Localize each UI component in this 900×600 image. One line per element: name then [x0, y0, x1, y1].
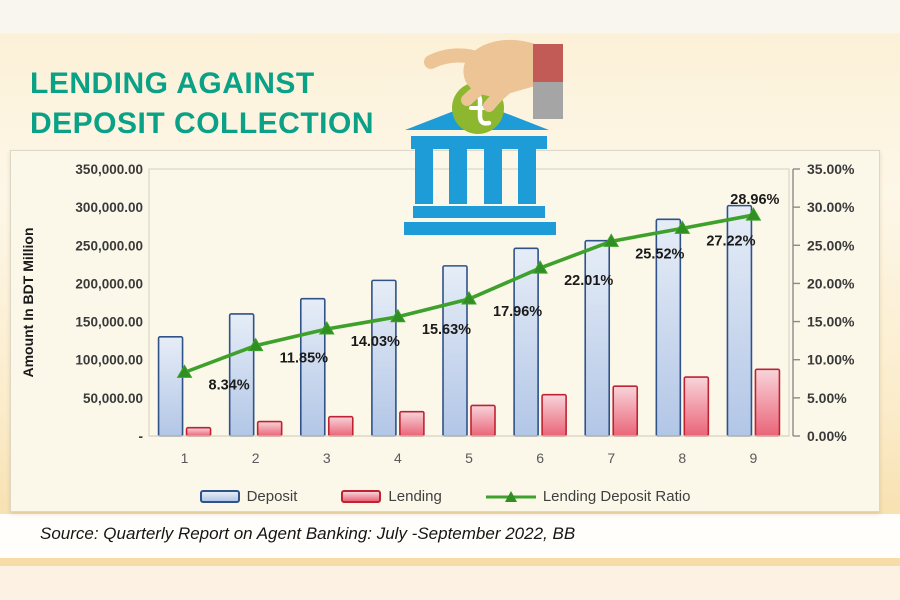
ratio-marker-icon [247, 337, 264, 352]
deposit-bar [584, 239, 611, 437]
x-axis-category-label: 9 [750, 450, 758, 466]
lending-swatch-icon [341, 490, 382, 503]
combo-chart: 350,000.00300,000.00250,000.00200,000.00… [20, 161, 855, 466]
left-axis-tick-label: 200,000.00 [75, 276, 143, 291]
legend-label-lending: Lending [388, 488, 442, 505]
x-axis-category-label: 4 [394, 450, 402, 466]
right-axis-tick-label: 20.00% [807, 275, 855, 291]
x-axis-category-label: 2 [252, 450, 260, 466]
left-axis-tick-label: 300,000.00 [75, 200, 143, 215]
ratio-marker-icon [390, 308, 406, 323]
left-axis-tick-label: 350,000.00 [75, 162, 143, 177]
deposit-bar [371, 279, 397, 437]
left-axis-tick-label: - [139, 429, 144, 444]
ratio-data-label: 8.34% [209, 377, 250, 393]
ratio-data-label: 27.22% [706, 233, 755, 249]
source-strip [0, 514, 900, 558]
ratio-marker-icon [745, 207, 762, 221]
lending-bar-series [185, 368, 781, 437]
right-axis-tick-label: 30.00% [807, 199, 855, 215]
ratio-line-swatch-icon [485, 490, 536, 502]
page-title-line2: DEPOSIT COLLECTION [30, 106, 375, 140]
ratio-data-label: 17.96% [493, 304, 542, 320]
legend-item-lending: Lending [341, 488, 442, 505]
x-axis-category-label: 7 [607, 450, 615, 466]
deposit-bar [157, 336, 184, 437]
deposit-bar [442, 265, 468, 437]
top-margin-band [0, 0, 900, 33]
left-axis-tick-label: 50,000.00 [83, 391, 143, 406]
lending-bar [399, 410, 425, 437]
right-axis-tick-label: 10.00% [807, 352, 855, 368]
left-axis-tick-label: 100,000.00 [75, 353, 143, 368]
legend-label-deposit: Deposit [246, 488, 298, 505]
hand-icon [424, 39, 535, 112]
ratio-data-label: 11.85% [280, 351, 328, 367]
deposit-bar-series [157, 204, 753, 437]
lending-bar [612, 385, 639, 437]
deposit-swatch-icon [199, 490, 240, 503]
bottom-margin-band [0, 566, 900, 600]
right-axis-tick-label: 0.00% [807, 428, 847, 444]
ratio-data-label: 28.96% [730, 192, 779, 208]
right-axis-tick-label: 5.00% [807, 390, 847, 406]
deposit-bar [228, 313, 255, 437]
chart-legend: Deposit Lending Lending Deposit Ratio [11, 488, 879, 505]
left-axis-tick-label: 250,000.00 [75, 238, 143, 253]
legend-item-deposit: Deposit [199, 488, 298, 505]
page-title: LENDING AGAINST DEPOSIT COLLECTION [30, 64, 374, 143]
lending-bar [185, 426, 212, 437]
ratio-data-label: 22.01% [564, 273, 613, 289]
ratio-marker-icon [603, 233, 620, 247]
ratio-marker-icon [318, 320, 335, 335]
lending-bar [754, 368, 781, 437]
left-axis-tick-label: 150,000.00 [75, 315, 143, 330]
lending-bar [683, 376, 710, 437]
right-axis-tick-label: 35.00% [807, 161, 855, 177]
ratio-marker-icon [176, 364, 193, 378]
lending-bar [327, 415, 354, 437]
left-axis-title: Amount In BDT Million [20, 227, 36, 377]
source-citation: Source: Quarterly Report on Agent Bankin… [40, 524, 576, 543]
ratio-data-label: 25.52% [635, 246, 684, 262]
x-axis-category-label: 1 [181, 450, 189, 466]
bank-deposit-icon [404, 39, 563, 235]
ratio-data-label: 15.63% [422, 322, 471, 338]
x-axis-category-label: 3 [323, 450, 331, 466]
x-axis-category-label: 8 [678, 450, 686, 466]
page-title-line1: LENDING AGAINST [30, 67, 315, 101]
legend-item-ratio: Lending Deposit Ratio [485, 488, 691, 505]
lending-bar [541, 393, 567, 437]
x-axis-category-label: 5 [465, 450, 473, 466]
deposit-bar [299, 297, 326, 437]
ratio-marker-icon [461, 290, 477, 305]
legend-label-ratio: Lending Deposit Ratio [542, 488, 691, 505]
lending-bar [470, 404, 496, 437]
right-axis-tick-label: 25.00% [807, 237, 855, 253]
right-axis-tick-label: 15.00% [807, 314, 855, 330]
x-axis-category-label: 6 [536, 450, 544, 466]
ratio-line-series: 8.34% 11.85% 14.03% 15.63% 17.96% 22.01% 25.52… [176, 192, 780, 393]
ratio-marker-icon [674, 220, 691, 234]
ratio-marker-icon [532, 260, 548, 274]
ratio-data-label: 14.03% [351, 334, 400, 350]
lending-bar [256, 420, 283, 437]
